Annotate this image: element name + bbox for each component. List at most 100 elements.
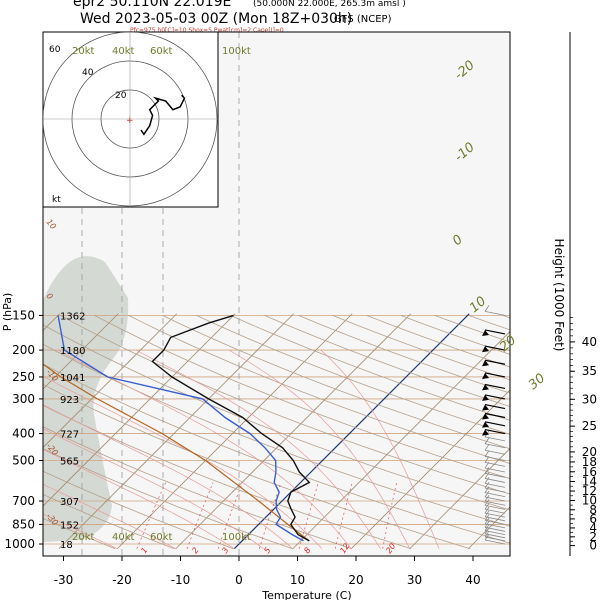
wind-barb <box>484 536 506 542</box>
wind-barb <box>484 539 506 545</box>
hodograph-unit-label: kt <box>52 195 61 205</box>
dry-adiabat <box>43 470 234 550</box>
right-axis-label: Height (1000 Feet) <box>552 239 566 352</box>
isotherm <box>43 313 236 507</box>
parcel-path-line <box>43 363 310 542</box>
wind-barb <box>484 421 506 427</box>
plot-frame <box>42 31 511 557</box>
wind-barb-pennant <box>482 372 489 379</box>
height-tick-label: 35 <box>582 364 597 378</box>
pressure-tick-label: 400 <box>12 427 35 441</box>
wind-barb <box>484 436 506 442</box>
wind-barb <box>484 508 506 514</box>
hodograph-storm-marker: + <box>126 116 134 126</box>
wind-barb-feather <box>484 472 490 479</box>
mixing-ratio-label: 2 <box>190 546 200 555</box>
pressure-tick-label: 700 <box>12 494 35 508</box>
hodograph-ring-label: 60 <box>49 45 61 55</box>
wind-barb <box>484 478 506 483</box>
wind-speed-labels: 20kt 20kt 40kt 40kt 60kt 60kt 100kt 100kt <box>72 46 251 543</box>
temperature-line <box>151 314 311 542</box>
dry-adiabat <box>230 315 510 421</box>
dry-adiabat <box>162 315 510 450</box>
moist-adiabat <box>320 349 440 549</box>
temperature-tick-label: 40 <box>465 573 480 587</box>
isotherm-label: 30 <box>526 371 548 393</box>
wind-barb <box>484 394 506 400</box>
mixing-ratio-line <box>136 482 167 549</box>
hodograph: 20 40 60 kt + <box>42 31 219 208</box>
isotherm <box>116 313 353 550</box>
wind-barb-pennant <box>482 346 489 353</box>
model-name: GFS (NCEP) <box>334 14 392 25</box>
temperature-tick-label: 10 <box>290 573 305 587</box>
wind-barb <box>484 467 506 473</box>
wind-barb <box>484 526 506 532</box>
wind-barb <box>484 449 506 455</box>
wind-speed-label: 40kt <box>112 46 135 57</box>
wind-barb <box>484 512 506 518</box>
height-level-label: 1041 <box>60 373 85 384</box>
height-level-label: 1180 <box>60 346 85 357</box>
wind-barb <box>484 412 506 419</box>
wind-speed-label: 100kt <box>222 46 251 57</box>
hodograph-ring-label: 40 <box>82 68 94 78</box>
wind-barb-feather <box>484 444 490 451</box>
hodograph-ring-label: 20 <box>115 91 127 101</box>
wind-barb <box>484 372 506 378</box>
pressure-tick-label: 850 <box>12 517 35 531</box>
height-level-label: 565 <box>60 456 79 467</box>
mixing-ratio-line <box>258 482 282 549</box>
wind-barb <box>484 456 506 461</box>
wind-speed-label: 20kt <box>72 532 95 543</box>
isotherm <box>0 314 1 549</box>
height-tick-label: 14 <box>582 474 597 488</box>
height-level-label: 1362 <box>60 311 85 322</box>
wind-barb <box>484 530 506 535</box>
height-tick-label: 6 <box>589 512 597 526</box>
isotherm <box>350 389 510 550</box>
wind-barb-pennant <box>482 429 489 436</box>
temperature-axis: -30 -20 -10 0 10 20 30 40 <box>54 556 481 587</box>
moist-adiabat <box>228 349 411 549</box>
y-axis-label: P (hPa) <box>1 293 14 332</box>
isotherm <box>175 313 412 550</box>
temperature-tick-label: 20 <box>348 573 363 587</box>
wind-barb <box>484 461 506 467</box>
wind-barb <box>484 403 506 410</box>
temperature-tick-label: -10 <box>171 573 191 587</box>
wind-barb-feather <box>484 450 490 457</box>
adiabat-label: 0 <box>44 292 54 302</box>
wind-barb-feather <box>484 499 490 506</box>
pressure-tick-label: 500 <box>12 453 35 467</box>
mixing-ratio-label: 5 <box>262 546 272 555</box>
wind-barb <box>484 311 506 316</box>
wind-barb-feather <box>484 486 490 493</box>
height-tick-label: 8 <box>589 503 597 517</box>
wind-barb <box>484 496 506 502</box>
isotherm <box>409 447 510 550</box>
wind-barb-feather <box>484 506 490 514</box>
pressure-tick-label: 300 <box>12 392 35 406</box>
moist-adiabat <box>43 448 235 549</box>
wind-barb <box>484 383 506 390</box>
station-title: epr2 50.110N 22.019E <box>73 0 231 10</box>
wind-barb <box>484 516 506 522</box>
mixing-ratio-label: 1 <box>139 546 149 555</box>
wind-speed-label: 20kt <box>72 46 95 57</box>
moist-adiabat <box>43 404 294 549</box>
hodograph-trace <box>140 94 186 136</box>
height-tick-label: 4 <box>589 521 597 535</box>
wind-speed-label: 40kt <box>112 532 135 543</box>
x-axis-label: Temperature (C) <box>261 589 351 600</box>
dry-adiabat <box>43 493 175 550</box>
temperature-tick-label: 30 <box>407 573 422 587</box>
mixing-ratio-line <box>186 482 214 549</box>
wind-barb <box>484 520 506 525</box>
dry-adiabat <box>43 426 353 550</box>
wind-barb <box>484 359 506 365</box>
dry-adiabat <box>43 324 510 511</box>
wind-barb <box>484 492 506 498</box>
dry-adiabat <box>196 315 510 435</box>
